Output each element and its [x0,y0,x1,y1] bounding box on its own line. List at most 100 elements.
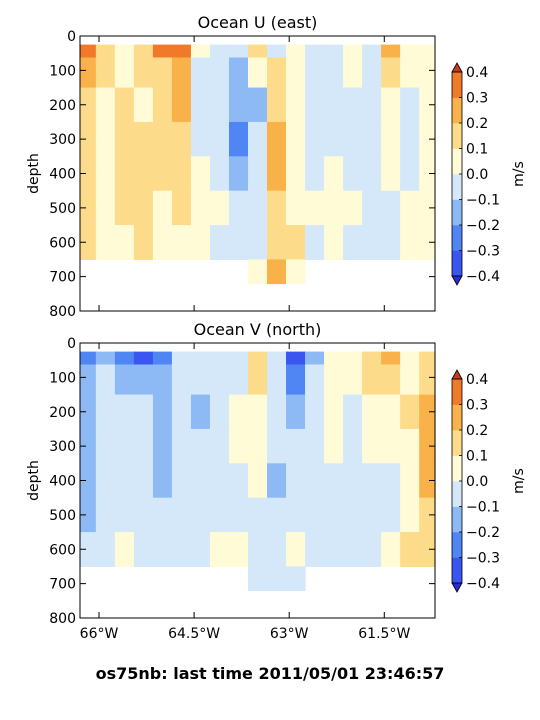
data-cell [228,44,249,59]
x-tick-label: 66°W [80,626,119,642]
data-cell [247,156,268,192]
data-cell [114,190,135,226]
data-cell [362,87,382,123]
colorbar-bin [452,174,462,200]
data-cell [400,190,420,226]
data-cell [362,156,382,192]
data-cell [419,351,436,366]
data-cell [247,497,268,533]
colorbar-bin [452,199,462,226]
data-cell [419,497,436,533]
data-cell [400,463,420,499]
data-cell [190,351,211,366]
data-cell [381,463,401,499]
data-cell [152,57,173,89]
data-cell [286,87,306,123]
data-cell [381,428,401,464]
data-cell [419,121,436,157]
colorbar-bin [452,455,462,482]
data-cell [228,351,249,366]
data-cell [343,364,363,396]
figure-footer: os75nb: last time 2011/05/01 23:46:57 [95,664,445,683]
data-cell [400,121,420,157]
data-cell [80,497,97,533]
y-tick-label: 400 [49,474,76,490]
data-cell [114,532,135,568]
data-cell [152,44,173,59]
colorbar-tick-label: 0.4 [466,65,488,81]
data-cell [80,351,97,366]
data-cell [267,497,287,533]
data-cell [209,156,230,192]
data-cell [114,351,135,366]
data-cell [419,428,436,464]
data-cell [209,394,230,430]
data-cell [95,57,116,89]
colorbar-extend-min [451,275,463,286]
data-cell [114,394,135,430]
data-cell [267,532,287,568]
data-cell [381,87,401,123]
data-cell [419,44,436,59]
data-cell [400,497,420,533]
data-cell [286,463,306,499]
data-cell [133,87,154,123]
colorbar-tick-label: 0.1 [466,142,488,158]
data-cell [190,497,211,533]
data-cell [190,463,211,499]
data-cell [152,463,173,499]
data-cell [190,121,211,157]
contour-cells [80,351,436,592]
data-cell [419,364,436,396]
data-cell [95,364,116,396]
data-cell [267,156,287,192]
data-cell [324,428,344,464]
data-cell [171,497,192,533]
data-cell [133,532,154,568]
data-cell [247,532,268,568]
data-cell [324,394,344,430]
data-cell [419,394,436,430]
data-cell [95,428,116,464]
data-cell [190,44,211,59]
data-cell [381,364,401,396]
data-cell [152,497,173,533]
data-cell [419,190,436,226]
data-cell [419,156,436,192]
data-cell [114,463,135,499]
data-cell [228,428,249,464]
data-cell [95,225,116,261]
data-cell [305,364,325,396]
y-tick-label: 400 [49,167,76,183]
data-cell [286,351,306,366]
data-cell [152,121,173,157]
data-cell [95,87,116,123]
data-cell [228,225,249,261]
data-cell [400,351,420,366]
y-tick-label: 700 [49,577,76,593]
data-cell [362,57,382,89]
data-cell [247,87,268,123]
data-cell [343,121,363,157]
y-tick-label: 0 [67,29,76,45]
data-cell [152,87,173,123]
data-cell [95,156,116,192]
y-tick-label: 600 [49,235,76,251]
colorbar-bin [452,148,462,175]
data-cell [80,57,97,89]
data-cell [95,497,116,533]
data-cell [80,428,97,464]
data-cell [381,190,401,226]
colorbar-tick-label: −0.1 [466,193,500,209]
data-cell [362,428,382,464]
data-cell [171,57,192,89]
data-cell [305,190,325,226]
data-cell [247,351,268,366]
data-cell [286,44,306,59]
y-tick-label: 300 [49,439,76,455]
data-cell [171,156,192,192]
data-cell [343,463,363,499]
data-cell [228,394,249,430]
y-tick-label: 500 [49,201,76,217]
data-cell [209,351,230,366]
